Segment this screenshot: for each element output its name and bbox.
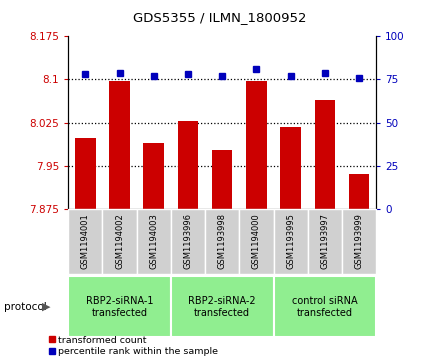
Bar: [274, 209, 308, 274]
Bar: [315, 99, 335, 209]
Bar: [239, 209, 274, 274]
Text: GSM1194001: GSM1194001: [81, 213, 90, 269]
Bar: [143, 143, 164, 209]
Bar: [68, 276, 171, 338]
Bar: [171, 209, 205, 274]
Bar: [68, 209, 103, 274]
Bar: [75, 138, 95, 209]
Text: GSM1193995: GSM1193995: [286, 213, 295, 269]
Text: GSM1194000: GSM1194000: [252, 213, 261, 269]
Text: GDS5355 / ILMN_1800952: GDS5355 / ILMN_1800952: [133, 11, 307, 24]
Text: GSM1193996: GSM1193996: [183, 213, 192, 269]
Bar: [308, 209, 342, 274]
Text: RBP2-siRNA-1
transfected: RBP2-siRNA-1 transfected: [86, 296, 153, 318]
Text: GSM1194002: GSM1194002: [115, 213, 124, 269]
Bar: [109, 81, 130, 209]
Bar: [246, 81, 267, 209]
Text: protocol: protocol: [4, 302, 47, 312]
Bar: [103, 209, 137, 274]
Bar: [274, 276, 376, 338]
Text: GSM1194003: GSM1194003: [149, 213, 158, 269]
Text: GSM1193999: GSM1193999: [355, 213, 363, 269]
Bar: [205, 209, 239, 274]
Text: RBP2-siRNA-2
transfected: RBP2-siRNA-2 transfected: [188, 296, 256, 318]
Bar: [280, 127, 301, 209]
Legend: transformed count, percentile rank within the sample: transformed count, percentile rank withi…: [49, 336, 218, 356]
Bar: [137, 209, 171, 274]
Text: GSM1193997: GSM1193997: [320, 213, 330, 269]
Bar: [171, 276, 274, 338]
Bar: [349, 174, 369, 209]
Text: ▶: ▶: [42, 302, 50, 312]
Text: GSM1193998: GSM1193998: [218, 213, 227, 269]
Text: control siRNA
transfected: control siRNA transfected: [292, 296, 358, 318]
Bar: [212, 150, 232, 209]
Bar: [342, 209, 376, 274]
Bar: [178, 121, 198, 209]
